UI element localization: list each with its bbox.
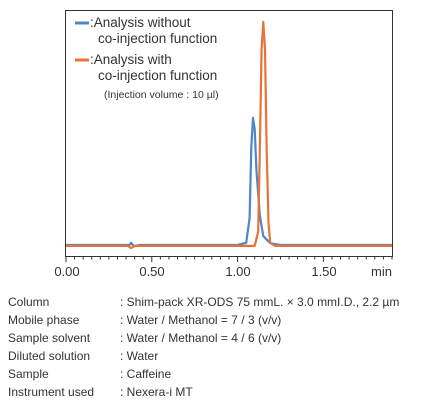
condition-value: : Nexera-i MT (120, 385, 193, 399)
x-tick-label-0.00: 0.00 (54, 264, 79, 279)
condition-label: Sample (8, 367, 49, 381)
condition-row-mobile-phase: Mobile phase : Water / Methanol = 7 / 3 … (8, 311, 399, 329)
condition-label: Diluted solution (8, 349, 91, 363)
legend-label-without-line1: :Analysis without (90, 15, 191, 30)
condition-value: : Water (120, 349, 159, 363)
condition-label: Mobile phase (8, 313, 80, 327)
condition-row-instrument: Instrument used : Nexera-i MT (8, 383, 399, 401)
x-axis-unit-label: min (371, 264, 392, 279)
legend-injection-note: (Injection volume : 10 µl) (104, 89, 219, 101)
condition-value: : Caffeine (120, 367, 172, 381)
condition-value: : Shim-pack XR-ODS 75 mmL. × 3.0 mmI.D.,… (120, 295, 400, 309)
legend-label-with-line1: :Analysis with (90, 52, 172, 67)
analysis-conditions: Column : Shim-pack XR-ODS 75 mmL. × 3.0 … (8, 293, 399, 401)
condition-label: Sample solvent (8, 331, 91, 345)
series-layer (66, 20, 392, 250)
condition-row-sample: Sample : Caffeine (8, 365, 399, 383)
x-tick-label-1.50: 1.50 (311, 264, 336, 279)
condition-value: : Water / Methanol = 4 / 6 (v/v) (120, 331, 282, 345)
condition-label: Instrument used (8, 385, 95, 399)
condition-row-column: Column : Shim-pack XR-ODS 75 mmL. × 3.0 … (8, 293, 399, 311)
chromatogram-chart: :Analysis without co-injection function … (54, 10, 393, 279)
x-axis-minor-ticks (65, 256, 393, 262)
legend-label-with-line2: co-injection function (98, 68, 217, 83)
condition-row-sample-solvent: Sample solvent : Water / Methanol = 4 / … (8, 329, 399, 347)
condition-value: : Water / Methanol = 7 / 3 (v/v) (120, 313, 282, 327)
series-with-coinjection-line (66, 20, 392, 250)
condition-row-diluted-solution: Diluted solution : Water (8, 347, 399, 365)
legend-label-without-line2: co-injection function (98, 31, 217, 46)
x-tick-label-1.00: 1.00 (225, 264, 250, 279)
series-without-coinjection-line (66, 116, 392, 248)
plot-frame (65, 10, 393, 257)
x-tick-label-0.50: 0.50 (139, 264, 164, 279)
condition-label: Column (8, 295, 50, 309)
